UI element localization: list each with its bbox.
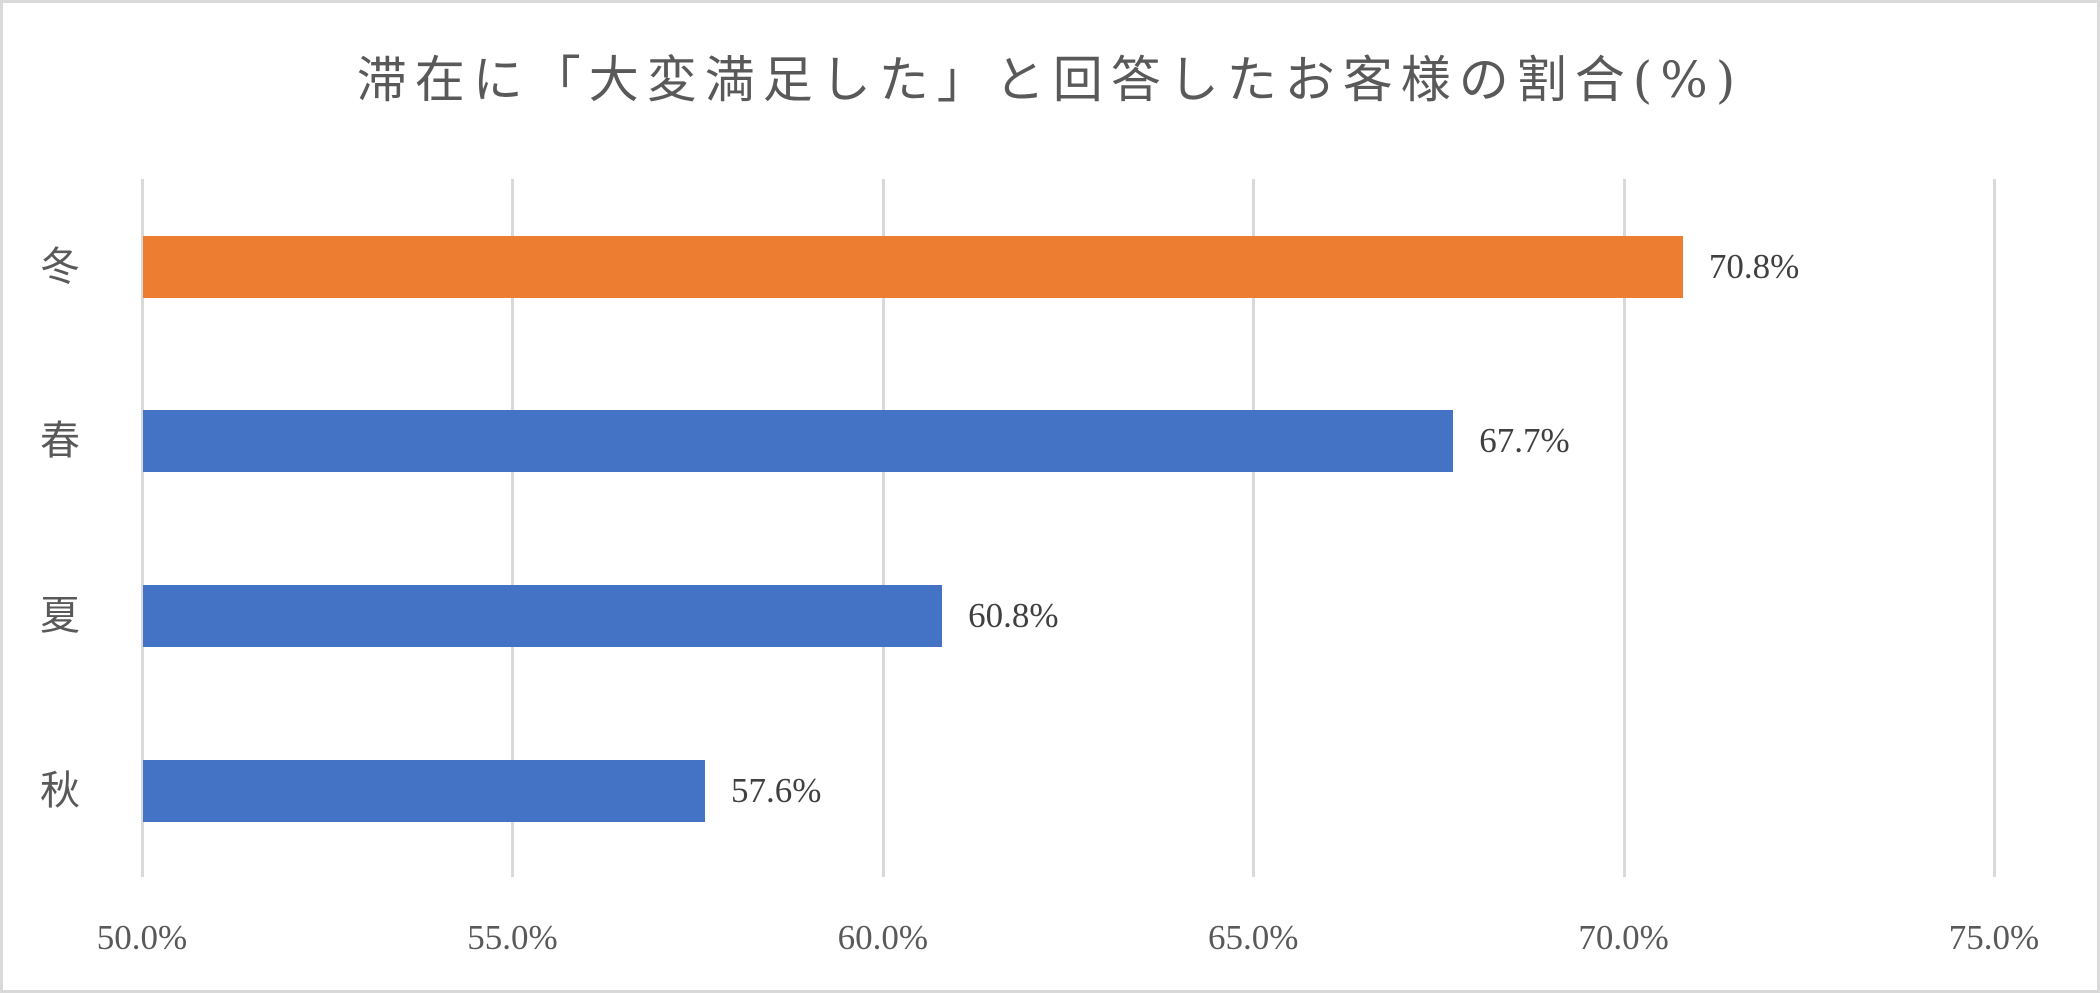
bar [143,585,943,647]
data-label: 70.8% [1708,247,1800,286]
x-tick-label: 50.0% [96,918,188,957]
gridline [1252,179,1256,877]
bar [143,410,1454,472]
gridline [1622,179,1626,877]
bar [143,760,705,822]
bar [143,236,1683,298]
x-tick-label: 60.0% [837,918,928,957]
x-tick-label: 70.0% [1578,918,1669,957]
chart-title: 滞在に「大変満足した」と回答したお客様の割合(%) [356,51,1744,109]
gridline [881,179,885,877]
gridline [1993,179,1996,877]
category-label: 夏 [40,593,80,639]
x-tick-label: 65.0% [1207,918,1299,957]
category-label: 春 [40,418,80,464]
category-label: 冬 [40,244,80,290]
data-label: 67.7% [1479,421,1570,460]
x-tick-label: 55.0% [467,918,558,957]
gridline [511,179,515,877]
category-label: 秋 [40,768,80,814]
data-label: 60.8% [968,596,1059,635]
data-label: 57.6% [731,771,822,810]
x-tick-label: 75.0% [1948,918,2040,957]
gridline [141,179,144,877]
